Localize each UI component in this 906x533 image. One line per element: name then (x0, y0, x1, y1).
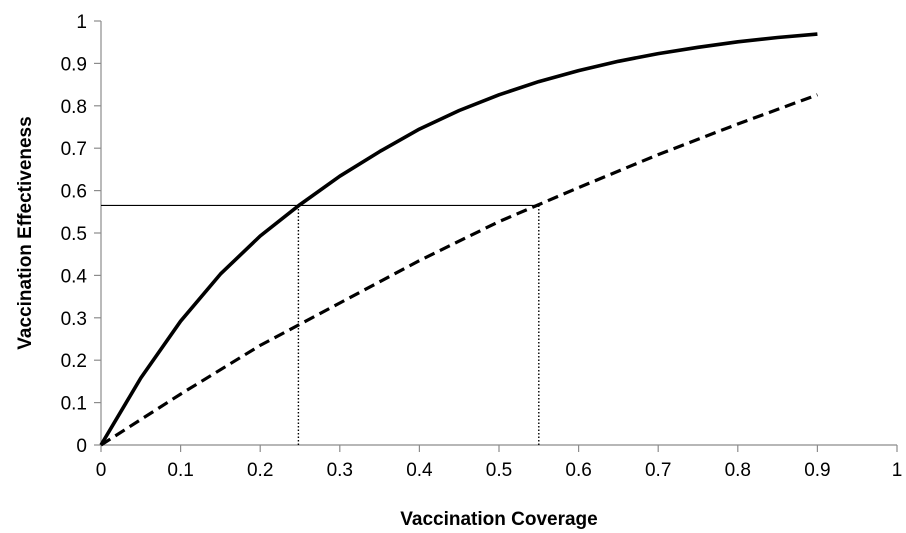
y-axis-title: Vaccination Effectiveness (15, 116, 36, 349)
x-axis-title: Vaccination Coverage (400, 509, 597, 530)
x-tick-label: 1 (892, 460, 903, 481)
x-tick-label: 0.9 (804, 460, 830, 481)
reference-lines-group (101, 204, 540, 445)
x-tick-label: 0.6 (565, 460, 591, 481)
y-tick-label: 0.3 (61, 309, 87, 330)
axes-group (100, 21, 897, 446)
x-tick-label: 0 (96, 460, 107, 481)
dashed-series-line (100, 93, 818, 447)
y-tick-label: 0.8 (61, 97, 87, 118)
series-group (99, 32, 818, 447)
y-tick-label: 0.7 (61, 139, 87, 160)
y-tick-label: 0.2 (61, 351, 87, 372)
y-tick-label: 0.9 (61, 54, 87, 75)
solid-series-line (99, 32, 818, 446)
y-tick-label: 1 (76, 12, 87, 33)
ticks-group: 0 0.1 0.2 0.3 0.4 0.5 0.6 0.7 0.8 0.9 1 0 0.1 0.2 0.3 0… (61, 12, 903, 481)
x-tick-label: 0.4 (406, 460, 433, 481)
x-tick-label: 0.2 (247, 460, 273, 481)
x-tick-label: 0.8 (725, 460, 751, 481)
x-tick-label: 0.5 (486, 460, 512, 481)
x-tick-label: 0.7 (645, 460, 671, 481)
y-tick-label: 0.1 (61, 394, 87, 415)
y-tick-label: 0.4 (61, 266, 88, 287)
y-tick-label: 0.6 (61, 182, 87, 203)
y-tick-label: 0.5 (61, 224, 87, 245)
y-tick-label: 0 (76, 436, 87, 457)
x-tick-label: 0.3 (327, 460, 353, 481)
x-tick-label: 0.1 (167, 460, 193, 481)
